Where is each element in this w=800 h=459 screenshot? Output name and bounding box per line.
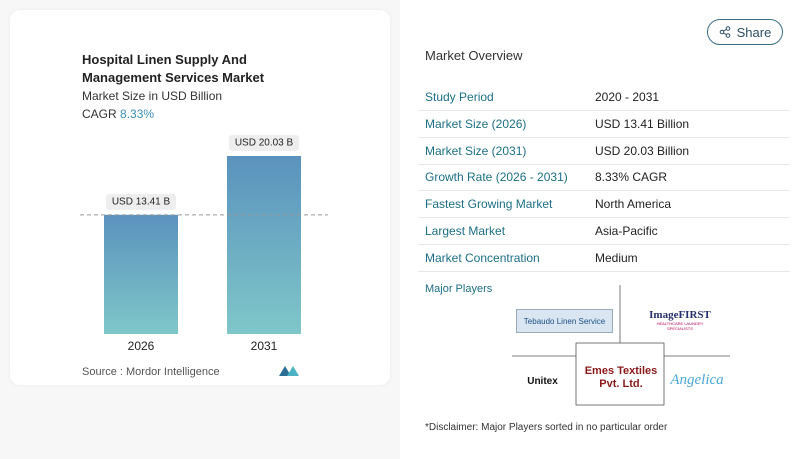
x-tick-label: 2026 (128, 339, 155, 353)
player-logo: Angelica (664, 368, 730, 392)
overview-label: Market Concentration (425, 250, 540, 265)
value-label-box (106, 193, 176, 210)
overview-label: Fastest Growing Market (425, 197, 553, 212)
value-label-box (229, 135, 299, 151)
overview-row: Growth Rate (2026 - 2031) 8.33% CAGR (418, 164, 790, 192)
player-logo: Emes Textiles Pvt. Ltd. (578, 362, 664, 394)
overview-value: 8.33% CAGR (595, 170, 668, 185)
player-logo: Unitex (515, 372, 570, 390)
players-grid (512, 285, 730, 406)
share-icon (719, 26, 730, 38)
share-label: Share (736, 24, 772, 40)
player-name: Unitex (527, 375, 558, 387)
chart-card (10, 10, 390, 385)
overview-row: Market Size (2026) USD 13.41 Billion (418, 111, 790, 138)
overview-label: Largest Market (425, 224, 506, 238)
chart: USD 13.41 B 2026 USD 20.03 B 2031 (80, 135, 328, 376)
chart-subtitle: Market Size in USD Billion (82, 89, 223, 103)
player-name: Tebaudo Linen Service (523, 316, 606, 326)
player-logo: Tebaudo Linen Service (516, 309, 613, 333)
overview-value: Medium (595, 250, 638, 265)
x-tick-label: 2031 (251, 339, 278, 353)
chart-title: Hospital Linen Supply And Management Ser… (82, 52, 265, 85)
source-logo (279, 366, 299, 376)
value-label: USD 20.03 B (235, 138, 294, 149)
overview-value: USD 13.41 Billion (595, 116, 690, 131)
source: Source : Mordor Intelligence (82, 366, 220, 378)
disclaimer: *Disclaimer: Major Players sorted in no … (425, 422, 668, 433)
overview-row: Fastest Growing Market North America (418, 191, 790, 219)
player-logo: ImageFIRST HEALTHCARE LAUNDRY SPECIALIST… (644, 309, 716, 331)
player-tagline: HEALTHCARE LAUNDRY SPECIALISTS (656, 321, 704, 331)
player-name: ImageFIRST (649, 309, 711, 321)
cagr: CAGR 8.33% (82, 107, 154, 121)
bar (227, 156, 301, 334)
player-name: Angelica (670, 371, 724, 388)
overview-value: North America (595, 197, 672, 212)
bar (104, 214, 178, 334)
overview-row: Study Period 2020 - 2031 (418, 84, 790, 111)
players-title: Major Players (425, 283, 493, 295)
cagr-value: 8.33% (120, 107, 155, 121)
value-label: USD 13.41 B (112, 196, 171, 207)
player-name: Emes Textiles Pvt. Ltd. (584, 365, 658, 390)
cagr-label: CAGR (82, 107, 117, 121)
overview-label: Study Period (425, 90, 494, 104)
overview-title: Market Overview (425, 48, 523, 63)
overview-value: USD 20.03 Billion (595, 143, 690, 158)
overview-label: Market Size (2026) (425, 116, 527, 131)
overview-value: Asia-Pacific (595, 224, 658, 238)
overview-label: Market Size (2031) (425, 143, 527, 158)
overview-value: 2020 - 2031 (595, 90, 660, 104)
overview-row: Market Size (2031) USD 20.03 Billion (418, 138, 790, 165)
share-button[interactable]: Share (707, 19, 783, 45)
overview-row: Largest Market Asia-Pacific (418, 218, 790, 245)
overview-row: Market Concentration Medium (418, 245, 790, 272)
overview-label: Growth Rate (2026 - 2031) (425, 170, 568, 185)
